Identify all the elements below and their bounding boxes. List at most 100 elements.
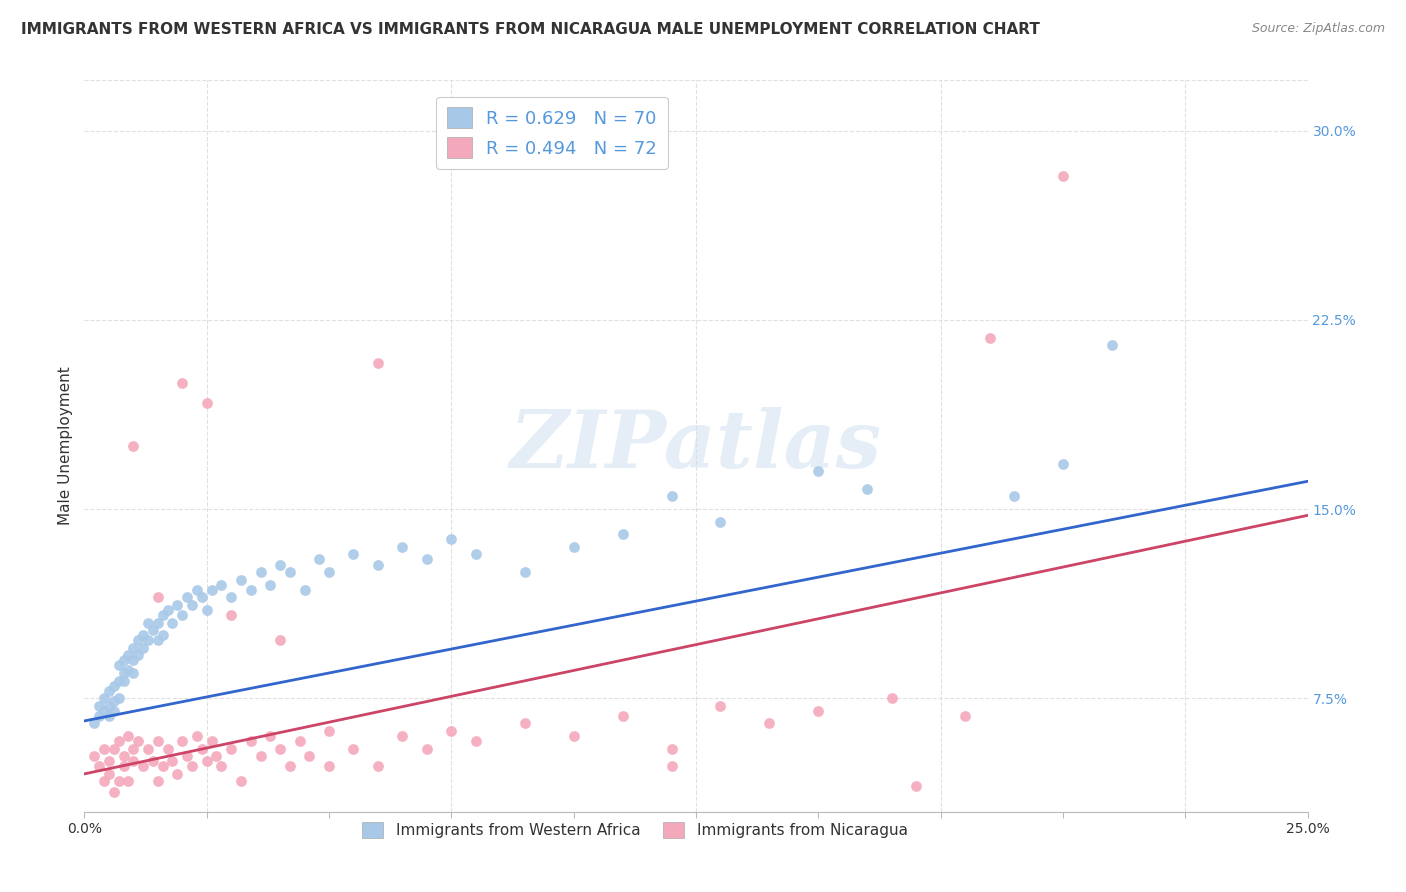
Point: [122, 653, 145, 667]
Point: [464, 734, 486, 748]
Point: [191, 591, 214, 605]
Point: [142, 623, 165, 637]
Point: [1002, 490, 1025, 504]
Point: [146, 615, 169, 630]
Point: [112, 653, 135, 667]
Point: [127, 648, 149, 663]
Point: [146, 734, 169, 748]
Point: [132, 759, 155, 773]
Text: ZIPatlas: ZIPatlas: [510, 408, 882, 484]
Point: [87, 759, 110, 773]
Point: [209, 578, 232, 592]
Point: [318, 759, 340, 773]
Point: [288, 734, 311, 748]
Point: [229, 573, 252, 587]
Point: [562, 729, 585, 743]
Point: [122, 439, 145, 453]
Point: [440, 533, 463, 547]
Point: [107, 691, 129, 706]
Point: [416, 741, 439, 756]
Point: [342, 548, 364, 562]
Point: [127, 633, 149, 648]
Legend: Immigrants from Western Africa, Immigrants from Nicaragua: Immigrants from Western Africa, Immigran…: [356, 816, 914, 845]
Point: [661, 490, 683, 504]
Point: [93, 704, 115, 718]
Point: [152, 759, 174, 773]
Point: [162, 615, 184, 630]
Point: [513, 716, 536, 731]
Point: [367, 558, 389, 572]
Point: [709, 515, 731, 529]
Point: [562, 540, 585, 554]
Point: [146, 591, 169, 605]
Point: [172, 376, 194, 390]
Point: [259, 729, 281, 743]
Point: [127, 734, 149, 748]
Point: [112, 673, 135, 688]
Point: [1052, 457, 1074, 471]
Point: [112, 749, 135, 764]
Point: [181, 759, 204, 773]
Point: [416, 552, 439, 566]
Point: [905, 780, 928, 794]
Point: [259, 578, 281, 592]
Point: [122, 754, 145, 768]
Point: [172, 607, 194, 622]
Point: [103, 694, 125, 708]
Point: [269, 633, 291, 648]
Point: [97, 709, 120, 723]
Point: [200, 582, 222, 597]
Point: [391, 540, 413, 554]
Point: [229, 774, 252, 789]
Point: [107, 774, 129, 789]
Point: [219, 607, 242, 622]
Point: [195, 754, 218, 768]
Point: [122, 640, 145, 655]
Point: [1101, 338, 1123, 352]
Point: [181, 598, 204, 612]
Point: [136, 615, 159, 630]
Point: [103, 704, 125, 718]
Point: [807, 704, 830, 718]
Point: [367, 759, 389, 773]
Point: [97, 683, 120, 698]
Point: [195, 396, 218, 410]
Point: [219, 591, 242, 605]
Point: [156, 741, 179, 756]
Point: [880, 691, 903, 706]
Point: [953, 709, 976, 723]
Point: [152, 628, 174, 642]
Point: [93, 691, 115, 706]
Point: [117, 774, 139, 789]
Point: [513, 565, 536, 579]
Point: [132, 628, 155, 642]
Point: [612, 527, 634, 541]
Point: [103, 784, 125, 798]
Point: [186, 729, 208, 743]
Point: [1052, 169, 1074, 183]
Point: [172, 734, 194, 748]
Point: [391, 729, 413, 743]
Point: [318, 724, 340, 739]
Point: [93, 774, 115, 789]
Point: [249, 565, 271, 579]
Point: [146, 633, 169, 648]
Text: IMMIGRANTS FROM WESTERN AFRICA VS IMMIGRANTS FROM NICARAGUA MALE UNEMPLOYMENT CO: IMMIGRANTS FROM WESTERN AFRICA VS IMMIGR…: [21, 22, 1040, 37]
Point: [278, 565, 301, 579]
Y-axis label: Male Unemployment: Male Unemployment: [58, 367, 73, 525]
Point: [107, 658, 129, 673]
Point: [661, 741, 683, 756]
Point: [239, 734, 262, 748]
Point: [112, 759, 135, 773]
Point: [440, 724, 463, 739]
Point: [464, 548, 486, 562]
Point: [209, 759, 232, 773]
Point: [186, 582, 208, 597]
Point: [166, 598, 188, 612]
Point: [294, 582, 316, 597]
Point: [117, 648, 139, 663]
Point: [278, 759, 301, 773]
Point: [87, 698, 110, 713]
Point: [132, 640, 155, 655]
Point: [166, 767, 188, 781]
